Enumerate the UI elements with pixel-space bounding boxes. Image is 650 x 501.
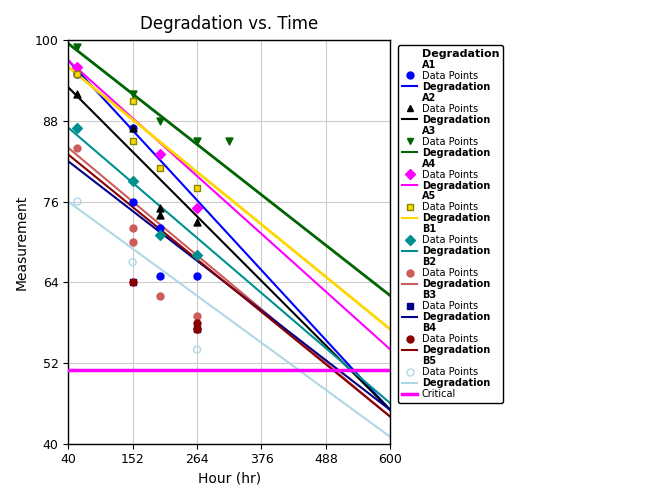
Point xyxy=(127,238,138,246)
Point xyxy=(127,90,138,98)
Point xyxy=(127,124,138,132)
Point xyxy=(127,224,138,232)
Point xyxy=(72,70,83,78)
Point xyxy=(192,325,202,333)
Point xyxy=(127,177,138,185)
Point xyxy=(192,184,202,192)
Point xyxy=(72,90,83,98)
Point xyxy=(192,137,202,145)
Point xyxy=(155,117,165,125)
Point xyxy=(192,204,202,212)
Point xyxy=(155,272,165,280)
X-axis label: Hour (hr): Hour (hr) xyxy=(198,472,261,486)
Title: Degradation vs. Time: Degradation vs. Time xyxy=(140,15,318,33)
Point xyxy=(127,197,138,205)
Point xyxy=(155,150,165,158)
Point xyxy=(192,346,202,354)
Point xyxy=(72,144,83,152)
Point xyxy=(127,278,138,286)
Point xyxy=(72,70,83,78)
Point xyxy=(72,124,83,132)
Point xyxy=(155,204,165,212)
Point xyxy=(72,63,83,71)
Point xyxy=(72,197,83,205)
Point xyxy=(192,325,202,333)
Point xyxy=(127,137,138,145)
Point xyxy=(192,312,202,320)
Y-axis label: Measurement: Measurement xyxy=(15,194,29,290)
Point xyxy=(155,224,165,232)
Point xyxy=(224,137,235,145)
Point xyxy=(192,325,202,333)
Point xyxy=(192,272,202,280)
Point xyxy=(192,252,202,260)
Point xyxy=(127,124,138,132)
Point xyxy=(72,43,83,51)
Point xyxy=(192,218,202,226)
Point xyxy=(127,278,138,286)
Point xyxy=(155,292,165,300)
Legend: Degradation, A1, Data Points, Degradation, A2, Data Points, Degradation, A3, Dat: Degradation, A1, Data Points, Degradatio… xyxy=(398,45,503,403)
Point xyxy=(155,211,165,219)
Point xyxy=(127,97,138,105)
Point xyxy=(155,164,165,172)
Point xyxy=(127,258,138,266)
Point xyxy=(155,231,165,239)
Point xyxy=(192,319,202,327)
